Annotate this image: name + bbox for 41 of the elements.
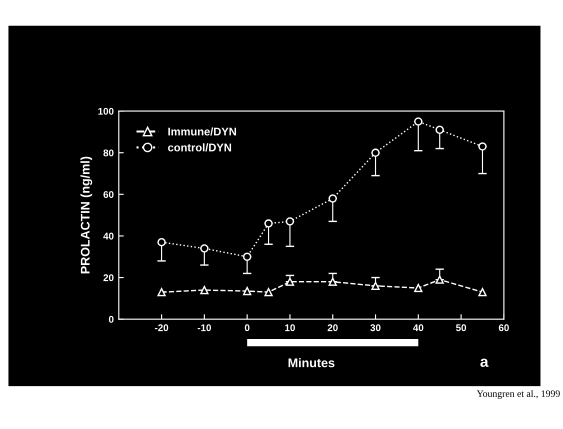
point xyxy=(371,148,380,157)
point xyxy=(157,238,166,246)
x-axis-title: Minutes xyxy=(288,358,334,368)
point xyxy=(264,219,273,228)
text: a xyxy=(480,358,489,367)
y-tick-label: 20 xyxy=(103,274,114,282)
legend-label: control/DYN xyxy=(168,143,232,152)
y-tick-label: 60 xyxy=(103,191,114,198)
x-tick-label: 30 xyxy=(370,324,381,332)
y-tick-label: 80 xyxy=(103,149,114,156)
x-tick-label: 50 xyxy=(456,324,466,332)
x-tick-label: -20 xyxy=(154,324,168,332)
point xyxy=(436,275,444,284)
x-tick-label: 10 xyxy=(285,324,295,332)
point xyxy=(436,126,444,134)
text: Youngren et al., 1999 xyxy=(476,390,560,399)
point xyxy=(200,286,209,294)
y-axis-title: PROLACTIN (ng/ml) xyxy=(80,156,92,274)
y-tick-label: 40 xyxy=(103,232,114,240)
x-tick-label: 60 xyxy=(498,324,509,332)
point xyxy=(264,288,273,296)
point xyxy=(157,288,166,296)
point xyxy=(414,117,422,126)
point xyxy=(371,282,380,290)
x-tick-label: 20 xyxy=(328,324,338,332)
x-tick-label: -10 xyxy=(198,324,211,332)
legend-label: Immune/DYN xyxy=(168,127,236,136)
point xyxy=(414,284,422,292)
point xyxy=(328,194,337,203)
point xyxy=(478,142,487,151)
y-tick-label: 100 xyxy=(98,108,114,115)
point xyxy=(242,286,252,296)
point xyxy=(242,252,252,261)
x-tick-label: 0 xyxy=(244,324,250,332)
point xyxy=(478,288,487,296)
point xyxy=(328,278,337,286)
point xyxy=(200,244,209,253)
y-tick-label: 0 xyxy=(108,316,114,323)
point xyxy=(286,217,294,226)
point xyxy=(286,278,294,286)
x-tick-label: 40 xyxy=(413,324,424,332)
